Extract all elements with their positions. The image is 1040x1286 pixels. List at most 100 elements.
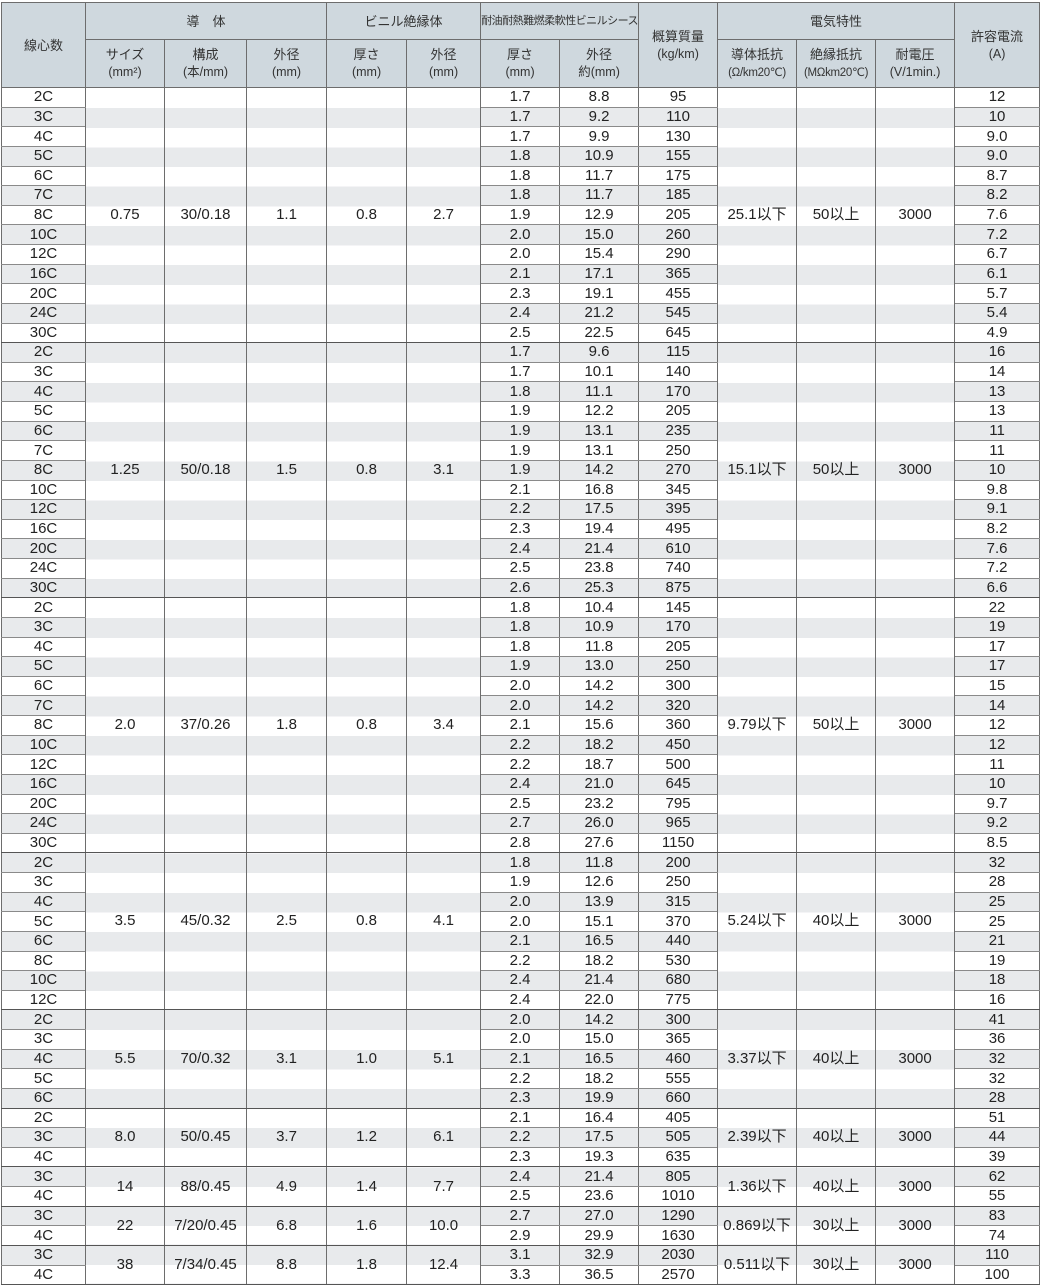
cell-cores: 4C [1, 1147, 86, 1168]
cell-sheath-od: 19.9 [559, 1088, 640, 1109]
cell-cores: 7C [1, 695, 86, 716]
cell-conductor-size: 38 [85, 1245, 165, 1286]
cell-ampacity: 25 [954, 911, 1040, 932]
cell-mass: 440 [638, 931, 719, 952]
cell-insulation-thickness: 0.8 [326, 852, 408, 1011]
cell-sheath-od: 16.5 [559, 1049, 640, 1070]
cell-ampacity: 39 [954, 1147, 1040, 1168]
cell-cores: 3C [1, 1206, 86, 1227]
cell-sheath-od: 22.0 [559, 990, 640, 1011]
cell-mass: 875 [638, 578, 719, 599]
cell-cores: 2C [1, 87, 86, 108]
cell-conductor-resistance: 5.24以下 [717, 852, 798, 1011]
cell-sheath-thickness: 2.6 [480, 578, 561, 599]
cell-cores: 16C [1, 774, 86, 795]
table-row: 4C 2.5 23.6 1010 55 [1, 1186, 1040, 1207]
cell-cores: 2C [1, 852, 86, 873]
cell-ampacity: 44 [954, 1127, 1040, 1148]
cell-sheath-thickness: 2.0 [480, 244, 561, 265]
header-conductor-size: サイズ (mm²) [85, 39, 165, 88]
cell-mass: 170 [638, 617, 719, 638]
cell-conductor-size: 0.75 [85, 87, 165, 344]
cell-ampacity: 10 [954, 774, 1040, 795]
cell-ampacity: 41 [954, 1009, 1040, 1030]
cell-cores: 4C [1, 1265, 86, 1286]
cell-cores: 10C [1, 224, 86, 245]
cell-sheath-thickness: 2.5 [480, 323, 561, 344]
cell-cores: 3C [1, 1245, 86, 1266]
cell-cores: 4C [1, 1225, 86, 1246]
cell-cores: 4C [1, 1049, 86, 1070]
cell-ampacity: 5.4 [954, 303, 1040, 324]
cell-mass: 235 [638, 421, 719, 442]
cell-mass: 345 [638, 480, 719, 501]
cell-sheath-od: 15.1 [559, 911, 640, 932]
cell-sheath-thickness: 1.9 [480, 460, 561, 481]
cell-insulation-thickness: 0.8 [326, 597, 408, 854]
cell-insulation-resistance: 40以上 [796, 852, 877, 1011]
table-row: 4C 2.0 13.9 315 25 [1, 892, 1040, 913]
cell-ampacity: 9.0 [954, 126, 1040, 147]
cell-sheath-thickness: 2.0 [480, 676, 561, 697]
cell-cores: 3C [1, 1166, 86, 1187]
cell-ampacity: 51 [954, 1108, 1040, 1129]
table-body: 2C 0.75 30/0.18 1.1 0.8 2.7 1.7 8.8 95 25.1以下 50以上… [1, 87, 1040, 1286]
cell-withstand-voltage: 3000 [875, 1009, 956, 1109]
cell-mass: 300 [638, 1009, 719, 1030]
table-row: 6C 2.1 16.5 440 21 [1, 931, 1040, 952]
cell-conductor-size: 22 [85, 1206, 165, 1246]
cell-mass: 155 [638, 146, 719, 167]
table-row: 2C 1.25 50/0.18 1.5 0.8 3.1 1.7 9.6 115 15.1以下 50以… [1, 342, 1040, 599]
cell-sheath-thickness: 2.1 [480, 264, 561, 285]
cell-sheath-thickness: 1.8 [480, 146, 561, 167]
cell-cores: 20C [1, 794, 86, 815]
cell-conductor-strands: 50/0.45 [164, 1108, 247, 1168]
table-header: 線心数 導 体 ビニル絶縁体 耐油耐熱難燃柔軟性ビニルシース 概算質量 (kg/k… [1, 2, 1040, 88]
cell-mass: 95 [638, 87, 719, 108]
cell-mass: 205 [638, 401, 719, 422]
cell-conductor-resistance: 25.1以下 [717, 87, 798, 344]
cell-insulation-thickness: 1.0 [326, 1009, 408, 1109]
cell-ampacity: 15 [954, 676, 1040, 697]
cell-sheath-od: 18.2 [559, 1068, 640, 1089]
cell-mass: 610 [638, 538, 719, 559]
cell-ampacity: 8.7 [954, 166, 1040, 187]
cell-conductor-size: 1.25 [85, 342, 165, 599]
table-row: 6C 2.0 14.2 300 15 [1, 676, 1040, 697]
table-row: 2C 0.75 30/0.18 1.1 0.8 2.7 1.7 8.8 95 25.1以下 50以上… [1, 87, 1040, 344]
cell-insulation-od: 3.1 [406, 342, 482, 599]
cell-insulation-resistance: 50以上 [796, 87, 877, 344]
table-row: 8C 2.2 18.2 530 19 [1, 951, 1040, 972]
cell-sheath-od: 11.8 [559, 637, 640, 658]
cell-sheath-od: 21.0 [559, 774, 640, 795]
cell-sheath-od: 15.6 [559, 715, 640, 736]
cell-mass: 1290 [638, 1206, 719, 1227]
cell-ampacity: 110 [954, 1245, 1040, 1266]
cell-conductor-size: 14 [85, 1166, 165, 1207]
cell-cores: 5C [1, 911, 86, 932]
cell-cores: 6C [1, 1088, 86, 1109]
cell-cores: 3C [1, 362, 86, 383]
cell-sheath-od: 11.7 [559, 166, 640, 187]
cell-cores: 4C [1, 126, 86, 147]
cell-sheath-od: 27.6 [559, 833, 640, 854]
cell-ampacity: 9.1 [954, 499, 1040, 520]
cell-sheath-thickness: 2.3 [480, 1147, 561, 1168]
cell-conductor-strands: 70/0.32 [164, 1009, 247, 1109]
cell-mass: 460 [638, 1049, 719, 1070]
cell-ampacity: 17 [954, 637, 1040, 658]
cell-sheath-thickness: 2.0 [480, 911, 561, 932]
cell-ampacity: 7.2 [954, 224, 1040, 245]
cell-ampacity: 62 [954, 1166, 1040, 1187]
label: 導体抵抗 [731, 46, 784, 62]
cell-cores: 16C [1, 264, 86, 285]
cell-sheath-thickness: 2.9 [480, 1225, 561, 1246]
table-row: 3C 1.9 12.6 250 28 [1, 872, 1040, 893]
cell-insulation-resistance: 40以上 [796, 1166, 877, 1207]
cell-mass: 2030 [638, 1245, 719, 1266]
cell-sheath-thickness: 2.3 [480, 519, 561, 540]
cell-sheath-thickness: 1.7 [480, 107, 561, 128]
cell-insulation-thickness: 1.6 [326, 1206, 408, 1246]
header-mass-unit: (kg/km) [657, 46, 699, 61]
unit: (Ω/km20℃) [728, 66, 786, 79]
